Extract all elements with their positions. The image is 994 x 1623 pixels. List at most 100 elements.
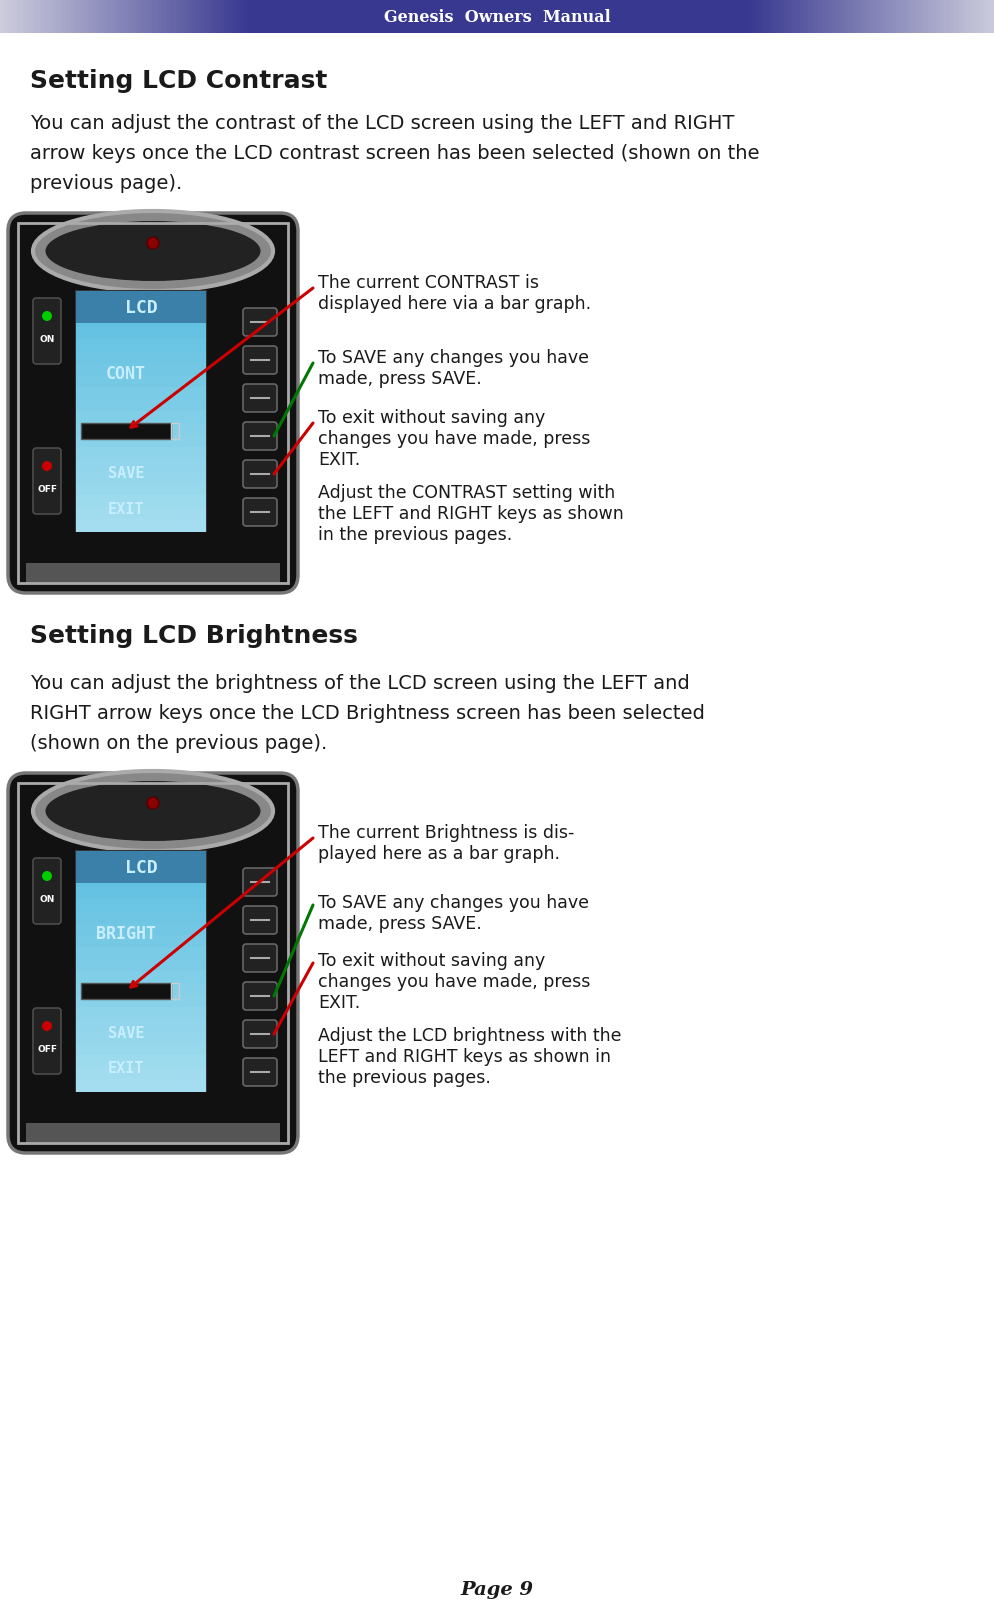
Bar xyxy=(613,0,617,34)
FancyBboxPatch shape xyxy=(76,852,206,1091)
Bar xyxy=(345,0,349,34)
Bar xyxy=(37,0,41,34)
Bar xyxy=(159,0,163,34)
Bar xyxy=(76,875,206,888)
Bar xyxy=(63,0,68,34)
Text: CONT: CONT xyxy=(106,365,146,383)
Bar xyxy=(716,0,720,34)
Bar xyxy=(26,1123,280,1143)
Bar xyxy=(176,0,180,34)
Bar xyxy=(89,0,93,34)
Bar xyxy=(76,292,206,305)
Bar xyxy=(788,0,793,34)
Bar xyxy=(596,0,600,34)
Text: BRIGHT: BRIGHT xyxy=(96,925,156,943)
Bar xyxy=(885,0,889,34)
Bar xyxy=(331,0,336,34)
Bar xyxy=(580,0,584,34)
Bar xyxy=(832,0,836,34)
Bar xyxy=(895,0,899,34)
Bar xyxy=(73,0,78,34)
Bar xyxy=(76,935,206,948)
Text: Page 9: Page 9 xyxy=(460,1581,534,1599)
FancyBboxPatch shape xyxy=(243,1021,277,1048)
Bar xyxy=(782,0,786,34)
Bar xyxy=(808,0,813,34)
Bar xyxy=(971,0,975,34)
Bar xyxy=(291,0,296,34)
Bar xyxy=(643,0,647,34)
Bar xyxy=(288,0,292,34)
Bar xyxy=(212,0,217,34)
Bar xyxy=(76,1031,206,1044)
Bar xyxy=(589,0,594,34)
FancyBboxPatch shape xyxy=(243,461,277,489)
Bar xyxy=(375,0,379,34)
Text: To exit without saving any
changes you have made, press
EXIT.: To exit without saving any changes you h… xyxy=(318,409,590,469)
Bar xyxy=(206,0,210,34)
Bar xyxy=(318,0,322,34)
Text: RIGHT arrow keys once the LCD Brightness screen has been selected: RIGHT arrow keys once the LCD Brightness… xyxy=(30,703,705,722)
Bar xyxy=(974,0,978,34)
Bar xyxy=(365,0,369,34)
Bar xyxy=(765,0,769,34)
Bar xyxy=(275,0,279,34)
Bar xyxy=(570,0,575,34)
Bar xyxy=(76,948,206,961)
Text: Adjust the LCD brightness with the
LEFT and RIGHT keys as shown in
the previous : Adjust the LCD brightness with the LEFT … xyxy=(318,1026,621,1086)
Bar xyxy=(616,0,620,34)
Bar xyxy=(557,0,561,34)
Bar xyxy=(76,472,206,485)
Text: LCD: LCD xyxy=(124,859,157,876)
Bar xyxy=(192,0,197,34)
Bar xyxy=(951,0,955,34)
Bar xyxy=(308,0,312,34)
Bar xyxy=(10,0,14,34)
Bar xyxy=(914,0,918,34)
Bar xyxy=(129,0,133,34)
Bar xyxy=(76,852,206,865)
Bar xyxy=(669,0,674,34)
Bar xyxy=(119,0,123,34)
Bar xyxy=(255,0,259,34)
Bar xyxy=(603,0,607,34)
Bar xyxy=(102,0,107,34)
Bar xyxy=(490,0,495,34)
Bar xyxy=(633,0,637,34)
Bar xyxy=(258,0,262,34)
Bar xyxy=(723,0,727,34)
Bar xyxy=(76,328,206,341)
Bar xyxy=(812,0,816,34)
Bar xyxy=(444,0,448,34)
Bar xyxy=(447,0,451,34)
Bar xyxy=(927,0,932,34)
Bar xyxy=(18,784,288,1143)
Bar xyxy=(189,0,193,34)
Bar xyxy=(911,0,915,34)
Text: To exit without saving any
changes you have made, press
EXIT.: To exit without saving any changes you h… xyxy=(318,951,590,1011)
Bar xyxy=(967,0,972,34)
Bar xyxy=(76,1079,206,1092)
Bar xyxy=(162,0,167,34)
Bar xyxy=(398,0,402,34)
Bar xyxy=(142,0,147,34)
Circle shape xyxy=(147,797,159,810)
Bar xyxy=(593,0,597,34)
Bar xyxy=(713,0,717,34)
Bar xyxy=(146,0,150,34)
Bar xyxy=(341,0,346,34)
Bar xyxy=(76,863,206,876)
Bar xyxy=(92,0,97,34)
Bar xyxy=(758,0,763,34)
Bar xyxy=(43,0,48,34)
Bar xyxy=(798,0,803,34)
Bar xyxy=(388,0,392,34)
Bar xyxy=(872,0,876,34)
FancyBboxPatch shape xyxy=(243,498,277,527)
Bar xyxy=(902,0,906,34)
Bar xyxy=(696,0,700,34)
Bar xyxy=(733,0,737,34)
FancyBboxPatch shape xyxy=(243,982,277,1011)
Bar xyxy=(848,0,853,34)
Bar xyxy=(76,399,206,412)
